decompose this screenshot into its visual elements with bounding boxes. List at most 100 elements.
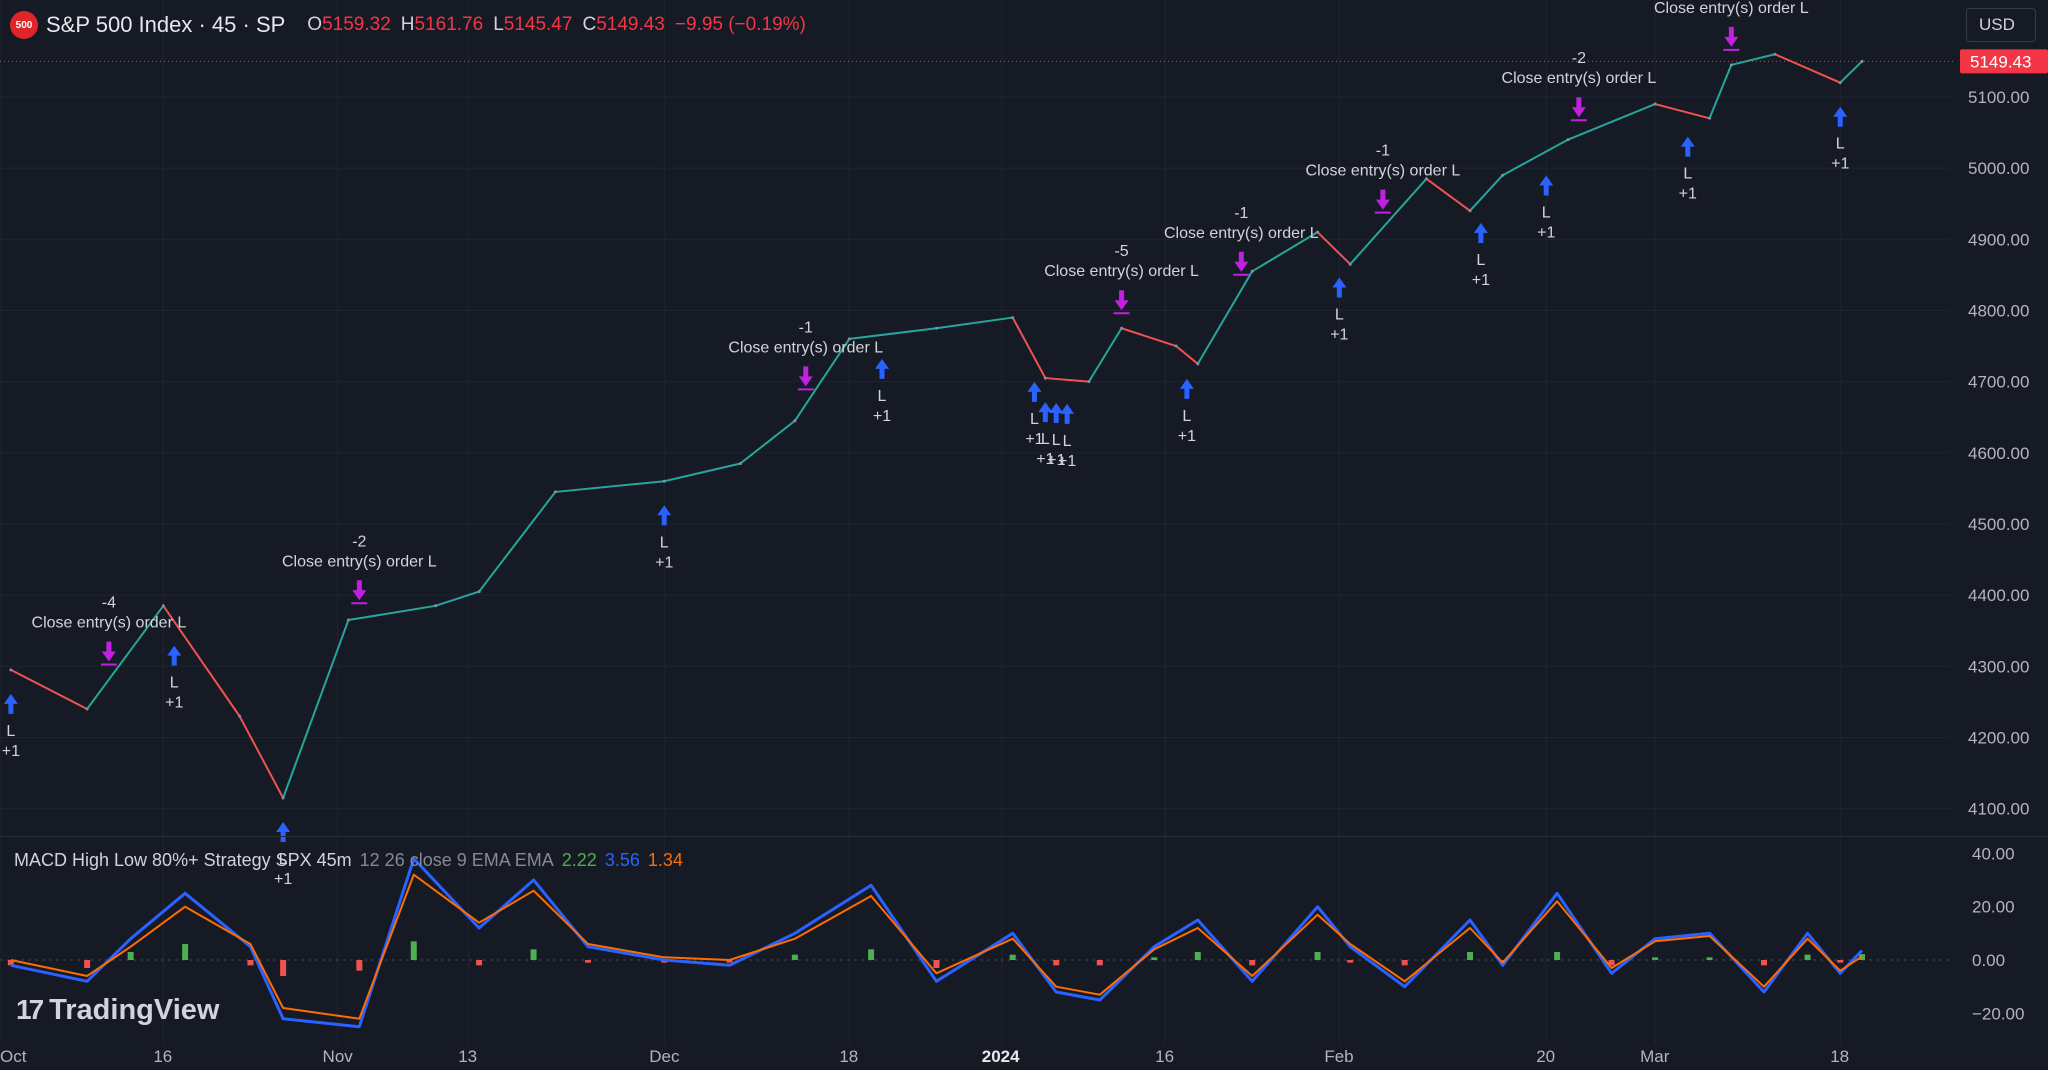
price-point [1120,326,1124,330]
price-point [847,337,851,341]
price-segment [1502,138,1569,177]
price-point [1708,116,1712,120]
low-label: L [493,14,504,35]
price-tick-label: 4300.00 [1968,657,2029,676]
price-segment [86,605,165,710]
entry-label: L [1836,136,1845,153]
histogram-bar [280,960,287,976]
histogram-bar [1804,954,1811,960]
symbol-title[interactable]: S&P 500 Index · 45 · SP [46,12,286,37]
exit-arrow-icon [101,641,116,662]
tradingview-logo-icon: 17 [16,994,44,1025]
exit-arrow-icon [352,580,367,601]
histogram-bar [530,949,537,960]
entry-label: L [1476,252,1485,269]
histogram-bar [410,941,417,960]
entry-qty: +1 [655,554,673,571]
histogram-bar [84,960,91,968]
price-point [477,590,481,594]
exit-qty: -1 [799,319,813,336]
exit-qty: -1 [1234,205,1248,222]
macd-tick-label: 0.00 [1972,951,2005,970]
pane-divider[interactable] [0,836,2048,837]
time-tick-label: Dec [649,1047,680,1066]
histogram-bar [726,960,733,963]
exit-qty: -5 [1114,243,1128,260]
entry-qty: +1 [1330,327,1348,344]
price-segment [936,316,1013,330]
exit-arrow-icon [1114,290,1129,311]
time-tick-label: Feb [1324,1047,1353,1066]
signal-line [10,873,1863,1020]
exit-label: Close entry(s) order L [1502,70,1657,87]
entry-arrow-icon [1049,402,1064,423]
histogram-bar [1608,960,1615,966]
entry-label: L [1683,166,1692,183]
entry-arrow-icon [1680,136,1695,157]
time-tick-label: Mar [1640,1047,1670,1066]
price-point [553,490,557,494]
trade-markers: L +1 Close entry(s) order L -4 L +1 L +1 Close e… [2,0,1850,888]
histogram-bar [585,960,591,963]
time-tick-label: 18 [1830,1047,1849,1066]
price-point [1729,63,1733,67]
exit-qty: -4 [102,595,116,612]
currency-button[interactable]: USD [1966,8,2036,42]
price-point [1011,316,1015,320]
exit-label: Close entry(s) order L [282,553,437,570]
price-point [1250,269,1254,273]
price-tick-label: 4400.00 [1968,586,2029,605]
entry-qty: +1 [1058,453,1076,470]
price-segment [162,605,241,717]
signal-value: 1.34 [647,850,683,870]
entry-label: L [660,534,669,551]
price-segment [1011,317,1047,379]
histogram-bar [1652,957,1659,960]
price-segment [1175,345,1199,365]
entry-arrow-icon [1473,222,1488,243]
symbol-header: 500 S&P 500 Index · 45 · SP O5159.32 H51… [10,10,806,40]
price-point [1860,59,1864,63]
price-tick-label: 5000.00 [1968,159,2029,178]
time-tick-label: Oct [0,1047,27,1066]
entry-label: L [1335,307,1344,324]
price-segment [478,491,557,593]
macd-value: 3.56 [604,850,640,870]
entry-label: L [6,723,15,740]
entry-label: L [1063,433,1072,450]
entry-qty: +1 [1178,428,1196,445]
price-segment [348,604,436,622]
low-value: 5145.47 [503,14,573,35]
time-tick-label: 16 [153,1047,172,1066]
price-point [238,714,242,718]
histogram-bar [1194,952,1201,960]
exit-label: Close entry(s) order L [32,615,187,632]
price-segment [1654,103,1710,120]
entry-arrow-icon [167,645,182,666]
price-point [1043,376,1047,380]
exit-arrow-icon [798,366,813,387]
histogram-bar [1761,960,1767,966]
change-value: −9.95 (−0.19%) [674,14,806,35]
close-value: 5149.43 [596,14,665,35]
price-point [738,461,742,465]
histogram-bar [1009,954,1016,960]
price-tick-label: 4100.00 [1968,800,2029,819]
entry-arrow-icon [1179,378,1194,399]
price-point [934,326,938,330]
price-segment [1349,178,1428,265]
price-segment [555,480,665,493]
ohlc-readout: O5159.32 H5161.76 L5145.47 C5149.43 −9.9… [307,14,806,36]
price-point [85,707,89,711]
exit-label: Close entry(s) order L [1654,0,1809,17]
price-segment [10,668,88,710]
tradingview-logo[interactable]: 17 TradingView [16,990,219,1030]
price-segment [1839,60,1863,84]
entry-arrow-icon [1833,106,1848,127]
histogram-bar [1837,960,1844,963]
exit-arrow-icon [1571,97,1586,118]
entry-qty: +1 [165,695,183,712]
histogram-bar [1347,960,1354,963]
indicator-legend[interactable]: MACD High Low 80%+ Strategy SPX 45m 12 2… [14,850,683,871]
